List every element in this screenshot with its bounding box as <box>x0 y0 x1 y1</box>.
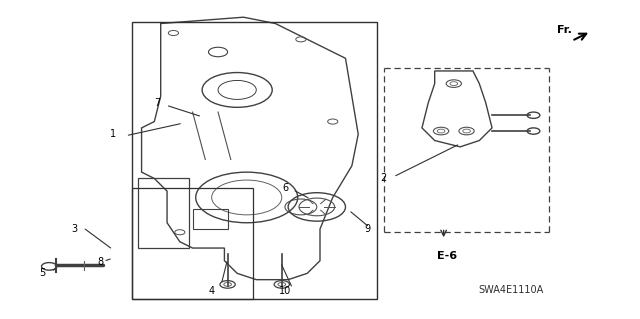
Text: 9: 9 <box>365 224 371 234</box>
Text: 2: 2 <box>381 174 387 183</box>
Text: 6: 6 <box>282 183 288 193</box>
Text: 10: 10 <box>279 286 291 296</box>
Text: E-6: E-6 <box>437 251 458 261</box>
Text: 3: 3 <box>72 224 77 234</box>
Bar <box>132 188 253 299</box>
Text: Fr.: Fr. <box>557 25 572 35</box>
Text: 8: 8 <box>97 257 103 267</box>
Text: 4: 4 <box>209 286 215 296</box>
Text: 1: 1 <box>110 129 116 139</box>
Text: 5: 5 <box>40 268 46 278</box>
Text: 7: 7 <box>154 98 161 108</box>
Text: SWA4E1110A: SWA4E1110A <box>479 286 544 295</box>
Bar <box>132 22 378 299</box>
